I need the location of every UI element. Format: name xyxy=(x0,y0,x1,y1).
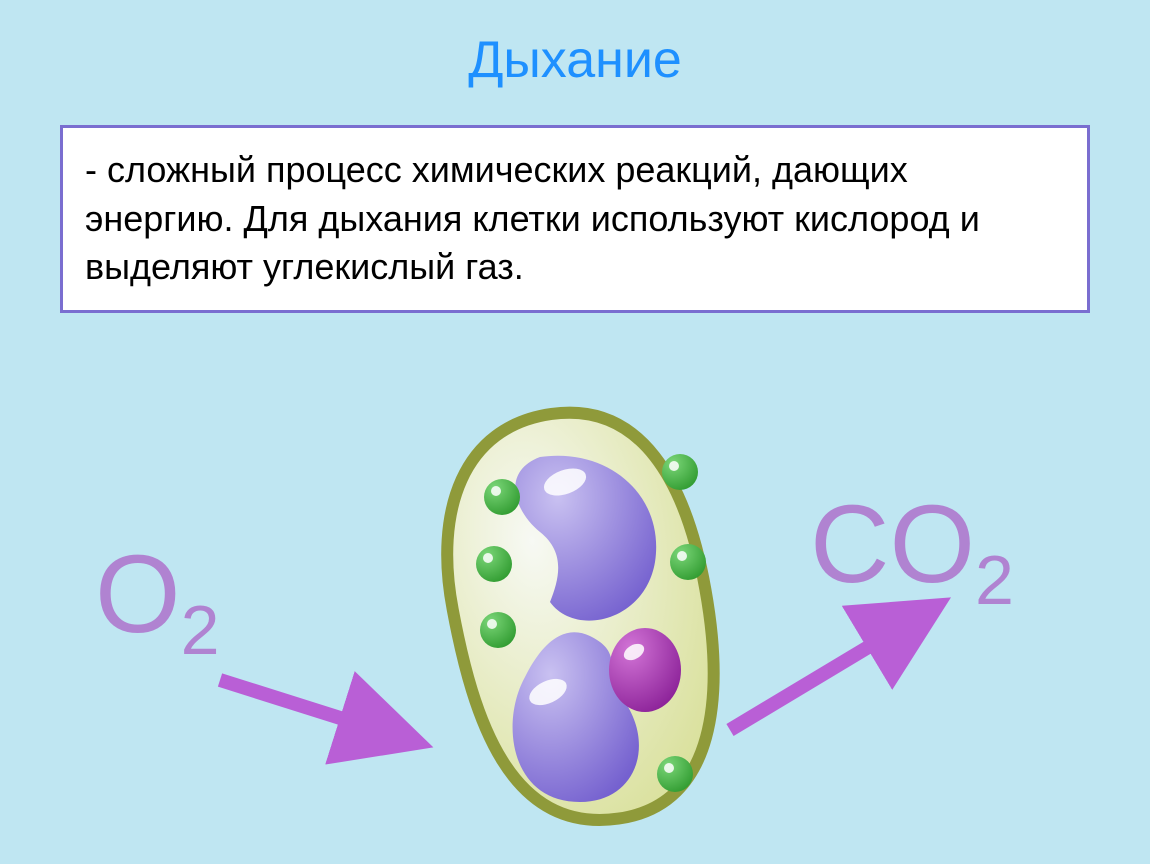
input-gas-sub: 2 xyxy=(181,591,220,669)
cell-illustration xyxy=(430,402,730,832)
slide-title: Дыхание xyxy=(0,30,1150,90)
input-gas-label: O2 xyxy=(95,540,220,650)
output-gas-label: CO2 xyxy=(810,490,1014,600)
output-arrow xyxy=(730,610,930,730)
output-gas-sub: 2 xyxy=(975,541,1014,619)
plastid xyxy=(662,454,698,490)
input-gas-formula: O xyxy=(95,533,181,656)
plastid xyxy=(657,756,693,792)
plastid xyxy=(670,544,706,580)
plastid xyxy=(480,612,516,648)
respiration-diagram: O2 CO2 xyxy=(0,390,1150,860)
definition-box: - сложный процесс химических реакций, да… xyxy=(60,125,1090,313)
slide: Дыхание - сложный процесс химических реа… xyxy=(0,0,1150,864)
nucleus xyxy=(609,628,681,712)
plastid xyxy=(484,479,520,515)
plastid xyxy=(476,546,512,582)
output-gas-formula: CO xyxy=(810,483,975,606)
input-arrow xyxy=(220,680,410,740)
